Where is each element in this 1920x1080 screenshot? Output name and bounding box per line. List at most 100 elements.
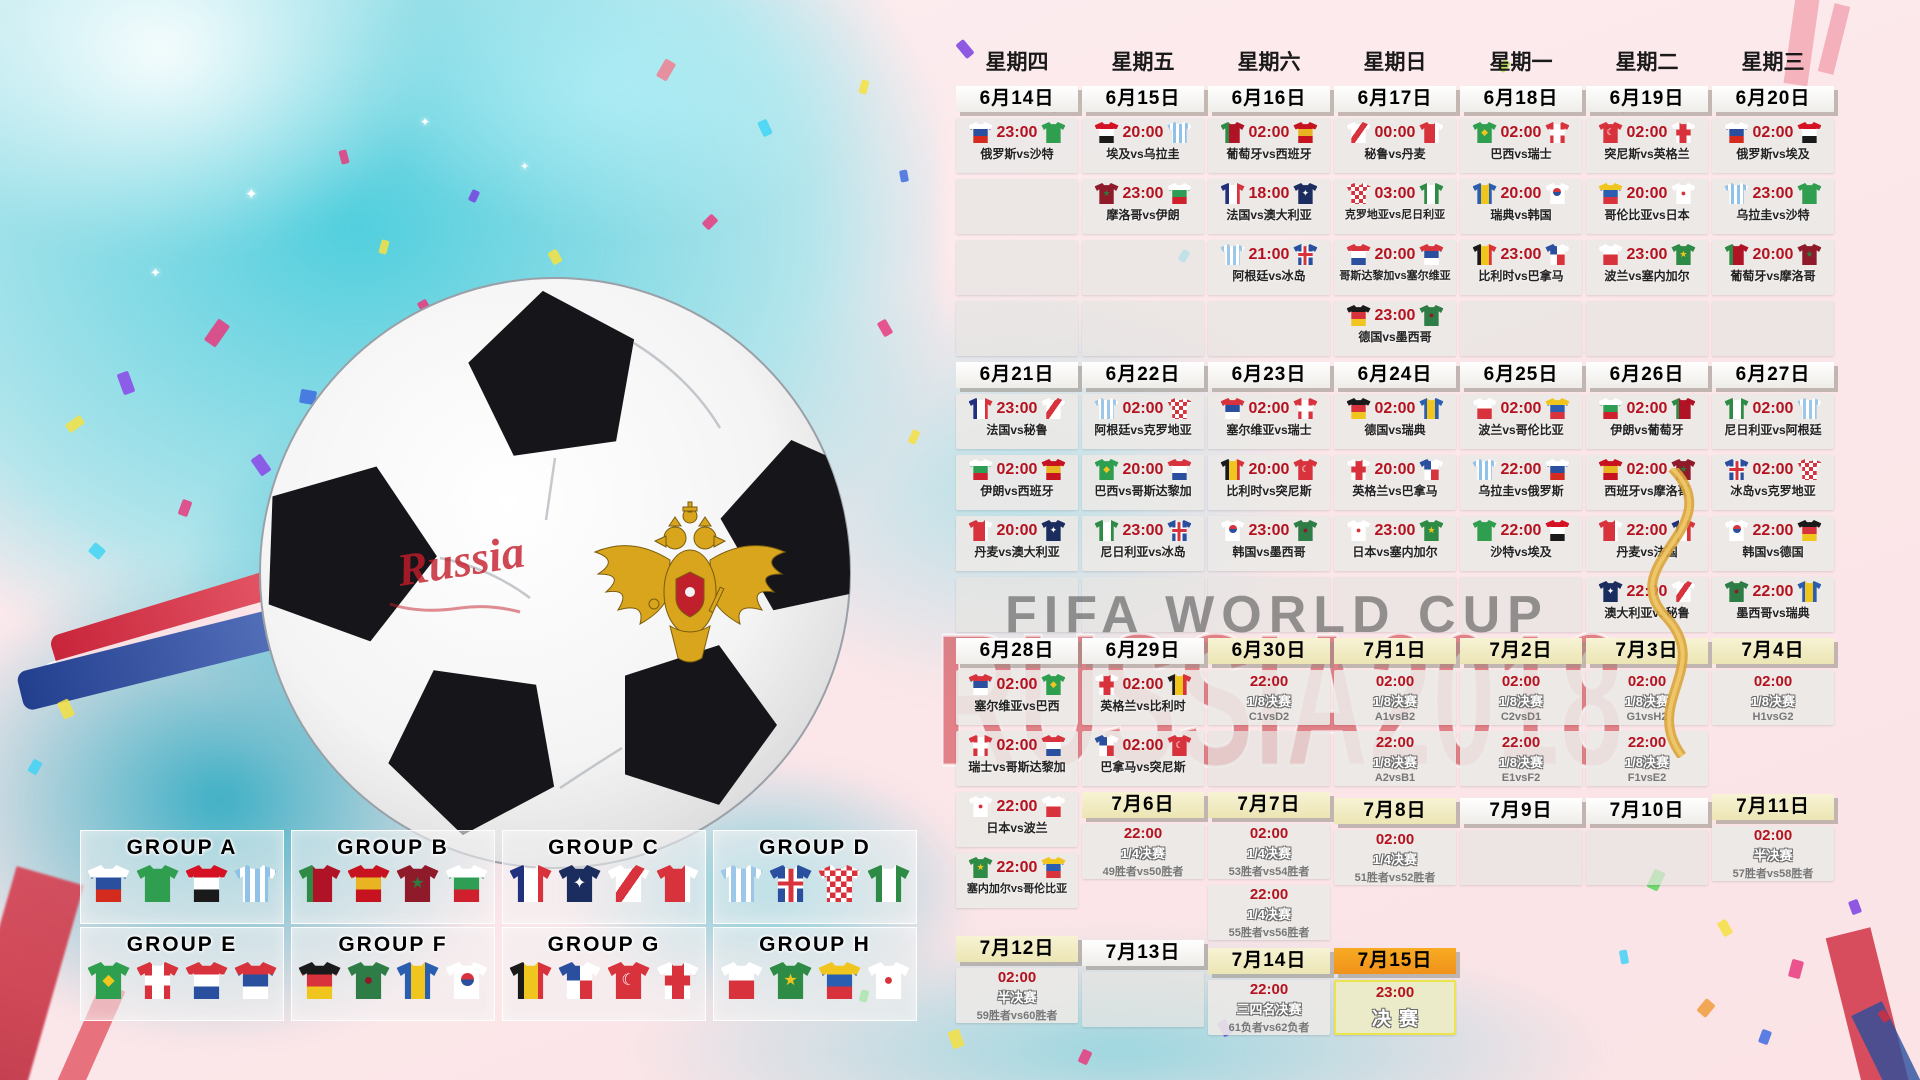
team-jersey-icon (1724, 183, 1749, 204)
match-time: 02:00 (1248, 123, 1290, 141)
match-label: 日本vs波兰 (986, 821, 1048, 835)
team-jersey-icon: ● (1724, 581, 1749, 602)
knockout-teams: F1vsE2 (1627, 771, 1667, 784)
team-jersey-icon (1545, 122, 1570, 143)
team-jersey-icon (1797, 581, 1822, 602)
match-cell: 23:00 俄罗斯vs沙特 (956, 118, 1078, 173)
match-time: 02:00 (1122, 399, 1164, 417)
match-time: 20:00 (1122, 460, 1164, 478)
group-box: GROUP E ◆ (80, 927, 284, 1021)
team-jersey-icon (396, 962, 439, 999)
team-jersey-icon (1167, 520, 1192, 541)
knockout-teams: 55胜者vs56胜者 (1228, 926, 1310, 939)
paint-splash (0, 0, 440, 260)
jersey-crest-icon: ● (1733, 586, 1740, 596)
match-label: 巴西vs瑞士 (1490, 147, 1552, 161)
match-row: 20:00 ● (1586, 179, 1708, 204)
match-label: 塞尔维亚vs巴西 (974, 699, 1060, 713)
team-jersey-icon (968, 398, 993, 419)
team-jersey-icon: ✦ (1598, 581, 1623, 602)
match-row: 23:00 (956, 118, 1078, 143)
date-header: 7月10日 (1586, 798, 1708, 824)
jersey-crest-icon: ☾ (1301, 464, 1310, 474)
team-jersey-icon: ★ (396, 865, 439, 902)
team-jersey-icon (1472, 520, 1497, 541)
team-jersey-icon (818, 962, 861, 999)
match-label: 乌拉圭vs俄罗斯 (1478, 484, 1564, 498)
knockout-teams: C2vsD1 (1500, 710, 1542, 723)
team-jersey-icon (1472, 398, 1497, 419)
match-row: 02:00 ◆ (956, 670, 1078, 695)
team-jersey-icon (1346, 244, 1371, 265)
gold-ribbon-decoration (1647, 468, 1695, 758)
match-cell: 23:00 乌拉圭vs沙特 (1712, 179, 1834, 234)
match-time: 22:00 (1249, 885, 1289, 903)
team-jersey-icon: ✦ (1293, 183, 1318, 204)
team-jersey-icon: ● (1346, 520, 1371, 541)
jersey-crest-icon: ◆ (1481, 127, 1488, 137)
team-jersey-icon (1724, 520, 1749, 541)
sparkle-icon: ✦ (245, 186, 258, 203)
team-jersey-icon (1167, 122, 1192, 143)
team-jersey-icon: ★ (769, 962, 812, 999)
group-title: GROUP G (547, 933, 661, 956)
match-label: 塞内加尔vs哥伦比亚 (966, 883, 1068, 895)
match-time: 23:00 (1122, 184, 1164, 202)
confetti (1847, 898, 1863, 916)
match-label: 西班牙vs摩洛哥 (1604, 484, 1690, 498)
match-row: ◆ 02:00 (1460, 118, 1582, 143)
empty-cell (1712, 301, 1834, 356)
knockout-cell: 02:00 半决赛 57胜者vs58胜者 (1712, 826, 1834, 881)
empty-cell (1082, 240, 1204, 295)
group-title: GROUP F (338, 933, 448, 956)
team-jersey-icon (1167, 459, 1192, 480)
match-cell: 23:00 比利时vs巴拿马 (1460, 240, 1582, 295)
date-header: 7月7日 (1208, 792, 1330, 818)
match-time: 02:00 (1626, 123, 1668, 141)
team-jersey-icon (1598, 459, 1623, 480)
round-label: 1/4决赛 (1246, 845, 1292, 861)
date-header: 6月14日 (956, 86, 1078, 112)
knockout-teams: 49胜者vs50胜者 (1102, 865, 1184, 878)
match-label: 比利时vs突尼斯 (1226, 484, 1312, 498)
team-jersey-icon (445, 865, 488, 902)
team-jersey-icon: ★ (968, 857, 993, 878)
match-row: 02:00 (1460, 394, 1582, 419)
team-jersey-icon (1797, 520, 1822, 541)
match-row: 23:00 ● (1334, 301, 1456, 326)
knockout-teams: A2vsB1 (1374, 771, 1416, 784)
match-cell: 23:00 ● 韩国vs墨西哥 (1208, 516, 1330, 571)
match-label: 法国vs澳大利亚 (1226, 208, 1312, 222)
match-row: 21:00 (1208, 240, 1330, 265)
match-label: 日本vs塞内加尔 (1352, 545, 1438, 559)
confetti (87, 541, 107, 561)
match-row: 23:00 (1712, 179, 1834, 204)
team-jersey-icon (1419, 244, 1444, 265)
team-jersey-icon: ◆ (87, 962, 130, 999)
knockout-cell: 02:00 半决赛 59胜者vs60胜者 (956, 968, 1078, 1023)
empty-cell (1460, 301, 1582, 356)
team-jersey-icon (1041, 857, 1066, 878)
team-jersey-icon (1545, 183, 1570, 204)
match-time: 02:00 (997, 968, 1037, 986)
team-jersey-icon (1797, 459, 1822, 480)
team-jersey-icon: ● (1419, 305, 1444, 326)
team-jersey-icon: ● (867, 962, 910, 999)
group-box: GROUP G ☾ (502, 927, 706, 1021)
match-row: 20:00 ☾ (1208, 455, 1330, 480)
match-row: 20:00 (1334, 455, 1456, 480)
date-header: 7月13日 (1082, 940, 1204, 966)
match-row: 23:00 ● (1208, 516, 1330, 541)
jersey-crest-icon: ● (363, 971, 374, 989)
team-jersey-icon (1797, 183, 1822, 204)
taegeuk-icon (1553, 188, 1562, 197)
empty-cell (956, 179, 1078, 234)
calendar-column: 星期一 6月18日 ◆ 02:00 巴西vs瑞士 20:00 瑞典vs韩国 23:00 比利时v… (1460, 46, 1582, 1041)
group-jerseys-row (720, 865, 910, 902)
group-jerseys-row: ◆ (87, 962, 277, 999)
knockout-teams: G1vsH2 (1626, 710, 1668, 723)
match-time: 02:00 (1122, 675, 1164, 693)
match-row: 02:00 (1082, 394, 1204, 419)
match-time: 02:00 (1626, 399, 1668, 417)
round-label: 半决赛 (997, 989, 1037, 1005)
